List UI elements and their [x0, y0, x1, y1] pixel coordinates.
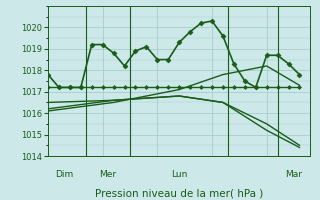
Text: Pression niveau de la mer( hPa ): Pression niveau de la mer( hPa ) [95, 189, 263, 199]
Text: Lun: Lun [171, 170, 188, 179]
Text: Mar: Mar [285, 170, 302, 179]
Text: Dim: Dim [55, 170, 74, 179]
Text: Mer: Mer [100, 170, 117, 179]
